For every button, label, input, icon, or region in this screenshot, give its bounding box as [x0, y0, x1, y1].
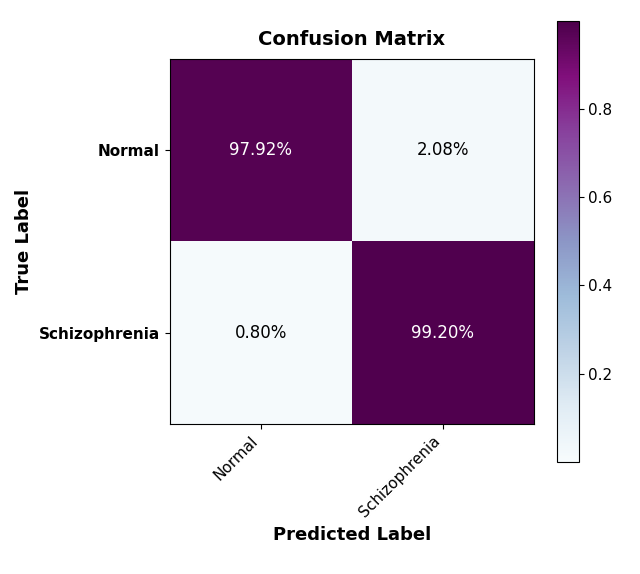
Y-axis label: True Label: True Label — [15, 189, 33, 294]
Text: 0.80%: 0.80% — [234, 324, 287, 342]
Text: 99.20%: 99.20% — [412, 324, 474, 342]
X-axis label: Predicted Label: Predicted Label — [273, 526, 431, 544]
Text: 97.92%: 97.92% — [229, 141, 292, 160]
Text: 2.08%: 2.08% — [417, 141, 469, 160]
Title: Confusion Matrix: Confusion Matrix — [258, 30, 445, 49]
